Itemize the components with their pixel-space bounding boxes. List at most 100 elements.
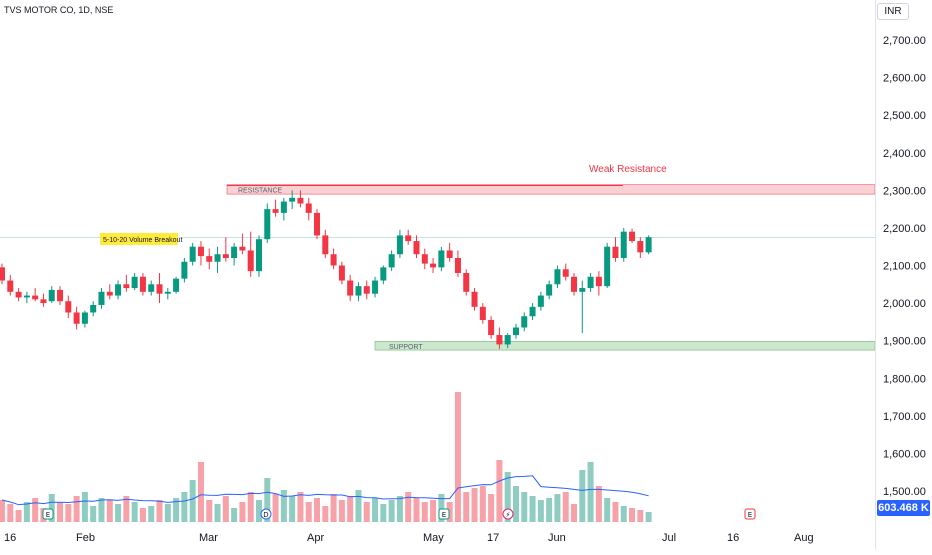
candle-body: [173, 278, 180, 292]
volume-bar: [148, 506, 155, 522]
volume-bar: [521, 492, 528, 522]
candle: [645, 235, 652, 255]
volume-bar: [529, 496, 536, 522]
event-markers: E D E ⚡ E: [42, 508, 756, 520]
volume-bar: [81, 492, 88, 522]
candle: [363, 280, 370, 300]
candle: [454, 250, 461, 277]
candle: [181, 257, 188, 283]
candle-body: [264, 209, 271, 240]
volume-bar: [587, 462, 594, 522]
candle-body: [355, 286, 362, 296]
x-tick-label: Apr: [307, 532, 324, 544]
candle-body: [131, 276, 138, 289]
candle: [264, 203, 271, 243]
candle: [488, 316, 495, 339]
last-price-label: 2,175.15: [882, 231, 925, 244]
candle-body: [554, 269, 561, 285]
earnings-icon-glyph: E: [748, 511, 752, 519]
volume-bar: [338, 500, 345, 522]
volume-bar: [471, 488, 478, 522]
candle-body: [620, 231, 627, 258]
candle-body: [529, 306, 536, 317]
price-axis-panel[interactable]: 1,500.00 1,600.00 1,700.00 1,800.00 1,900.00…: [875, 0, 932, 550]
candle-body: [380, 267, 387, 281]
candle: [231, 242, 238, 266]
x-tick-label: Mar: [199, 532, 218, 544]
candle-body: [645, 237, 652, 253]
volume-bar: [231, 508, 238, 522]
y-tick-label: 1,700.00: [883, 411, 926, 423]
volume-bar: [405, 492, 412, 522]
candle: [595, 271, 602, 296]
earnings-icon-glyph: E: [46, 511, 50, 519]
volume-bar: [280, 490, 287, 522]
candle-body: [247, 250, 254, 272]
volume-bar: [214, 504, 221, 522]
candle-body: [206, 256, 213, 262]
volume-bar: [73, 496, 80, 522]
candle: [330, 248, 337, 270]
volume-bar: [289, 496, 296, 522]
candle: [579, 280, 586, 334]
volume-bar: [612, 502, 619, 522]
dividend-icon-glyph: D: [263, 511, 268, 519]
candle: [222, 237, 229, 262]
candle: [314, 209, 321, 240]
candle: [123, 274, 130, 292]
candle: [604, 242, 611, 289]
candle-body: [537, 295, 544, 307]
y-tick-label: 2,400.00: [883, 148, 926, 160]
candle: [413, 235, 420, 258]
y-tick-label: 2,100.00: [883, 261, 926, 273]
volume-bar: [57, 502, 64, 522]
volume-bar: [620, 506, 627, 522]
candle-body: [289, 197, 296, 202]
candle-body: [595, 276, 602, 287]
candle: [7, 274, 14, 296]
volume-bar: [164, 504, 171, 522]
candle-body: [148, 284, 155, 292]
earnings-icon-bg: [42, 508, 54, 520]
currency-badge[interactable]: INR: [877, 3, 909, 20]
candle-body: [396, 235, 403, 255]
volume-bar: [272, 494, 279, 522]
volume-bar: [430, 500, 437, 522]
candle-body: [463, 273, 470, 292]
candle: [131, 273, 138, 290]
breakout-note-box: [100, 233, 178, 245]
volume-bar: [446, 502, 453, 522]
x-tick-label: Jul: [662, 532, 676, 544]
candle: [90, 301, 97, 317]
candle-body: [413, 241, 420, 255]
candle: [529, 303, 536, 320]
volume-bar: [496, 460, 503, 522]
volume-bar: [629, 508, 636, 522]
volume-bar: [206, 500, 213, 522]
candle: [554, 265, 561, 289]
volume-bar: [255, 500, 262, 522]
earnings-icon: E: [438, 508, 450, 520]
volume-bar: [504, 472, 511, 522]
candle-body: [156, 284, 163, 294]
candle-body: [488, 319, 495, 336]
candle: [297, 190, 304, 208]
volume-bar: [15, 510, 22, 522]
candle-body: [90, 304, 97, 313]
candle: [65, 295, 72, 319]
volume-bar: [115, 504, 122, 522]
candle: [512, 323, 519, 339]
price-chart[interactable]: 5-10-20 Volume Breakout RESISTANCE SUPPORT…: [0, 0, 875, 550]
candle-body: [139, 276, 146, 292]
volume-bar: [330, 494, 337, 522]
symbol-title[interactable]: TVS MOTOR CO, 1D, NSE: [4, 5, 114, 15]
candle-body: [81, 312, 88, 324]
volume-bar: [139, 508, 146, 522]
candle: [388, 250, 395, 272]
candle-body: [297, 197, 304, 204]
candle: [15, 288, 22, 302]
candle-body: [106, 291, 113, 296]
candle-body: [181, 261, 188, 279]
candle: [305, 197, 312, 221]
candle-body: [604, 246, 611, 287]
